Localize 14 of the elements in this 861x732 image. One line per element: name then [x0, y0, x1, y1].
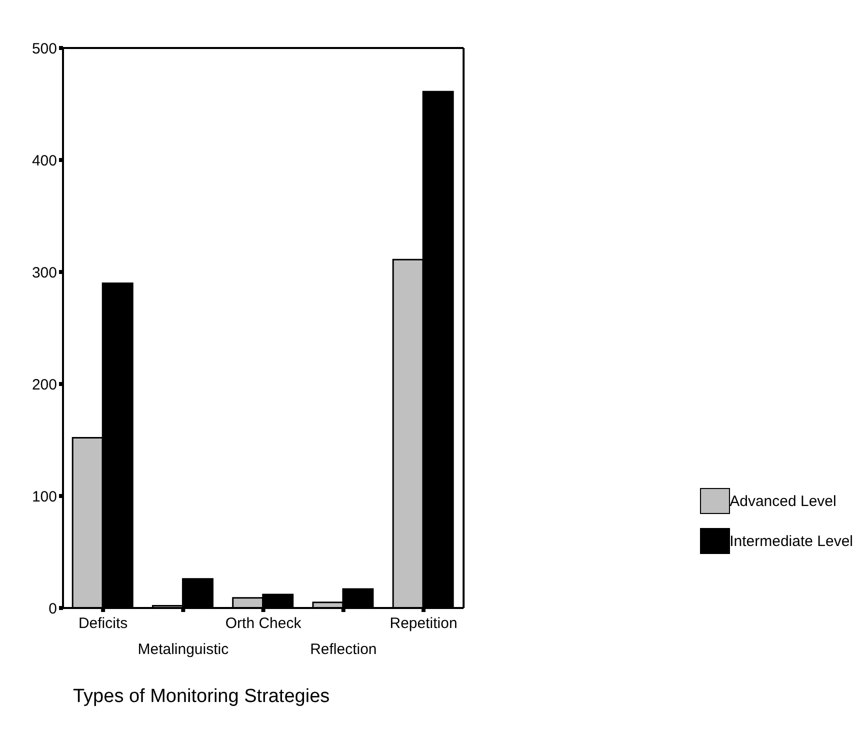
x-tick-label: Deficits — [78, 615, 128, 632]
x-tick-label: Reflection — [310, 641, 377, 658]
x-tick-label: Repetition — [390, 615, 458, 632]
x-axis-title: Types of Monitoring Strategies — [73, 686, 330, 708]
y-tick-label: 500 — [32, 40, 57, 58]
y-tick-label: 0 — [48, 600, 57, 618]
x-tick-label: Orth Check — [225, 615, 302, 632]
x-tick-label: Metalinguistic — [138, 641, 230, 658]
legend-label: Advanced Level — [730, 492, 836, 510]
y-tick-label: 300 — [32, 264, 57, 282]
y-tick-label: 200 — [32, 376, 57, 394]
legend-label: Intermediate Level — [730, 532, 853, 550]
y-tick-label: 100 — [32, 488, 57, 506]
y-tick-label: 400 — [32, 152, 57, 170]
